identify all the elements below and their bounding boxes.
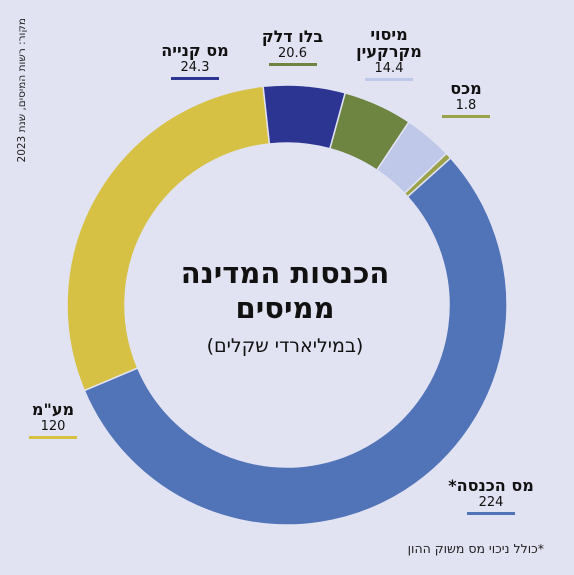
slice-legend-bar	[365, 78, 413, 81]
slice-legend-bar	[268, 63, 317, 66]
slice-label-vat: מע"מ 120	[18, 401, 88, 439]
slice-label-name: מס הכנסה*	[448, 476, 534, 495]
slice-label-purchase-tax: מס קנייה 24.3	[150, 42, 240, 80]
chart-subtitle: (במיליארדי שקלים)	[206, 335, 364, 357]
slice-label-value: 24.3	[180, 60, 210, 75]
slice-label-name: מע"מ	[31, 400, 75, 419]
slice-label-value: 20.6	[278, 46, 307, 61]
chart-title: הכנסות המדינה ממיסים	[180, 256, 390, 325]
slice-label-customs: מכס 1.8	[436, 80, 496, 118]
slice-label-value: 14.4	[374, 61, 404, 76]
slice-legend-bar	[29, 436, 77, 439]
donut-slice-income-tax	[83, 156, 508, 526]
chart-center-title: הכנסות המדינה ממיסים (במיליארדי שקלים)	[145, 256, 425, 358]
slice-label-income-tax: מס הכנסה* 224	[436, 477, 546, 515]
slice-label-real-estate-tax: מיסוי מקרקעין 14.4	[343, 26, 435, 81]
slice-label-value: 120	[40, 419, 66, 434]
slice-label-name: מכס	[450, 79, 482, 98]
slice-legend-bar	[171, 77, 219, 80]
footnote: *כולל ניכוי מס משוק ההון	[407, 541, 544, 556]
slice-label-name: מיסוי מקרקעין	[356, 25, 422, 61]
slice-label-name: מס קנייה	[161, 41, 229, 60]
slice-label-value: 224	[478, 495, 504, 510]
slice-legend-bar	[467, 512, 515, 515]
slice-legend-bar	[442, 115, 490, 118]
slice-label-name: בלו דלק	[261, 27, 324, 46]
donut-slice-customs	[403, 152, 452, 198]
donut-slice-vat	[66, 85, 271, 392]
slice-label-value: 1.8	[455, 98, 477, 113]
slice-label-fuel-excise: בלו דלק 20.6	[250, 28, 335, 66]
source-note: מקור: רשות המיסים, שנת 2023	[16, 18, 28, 163]
